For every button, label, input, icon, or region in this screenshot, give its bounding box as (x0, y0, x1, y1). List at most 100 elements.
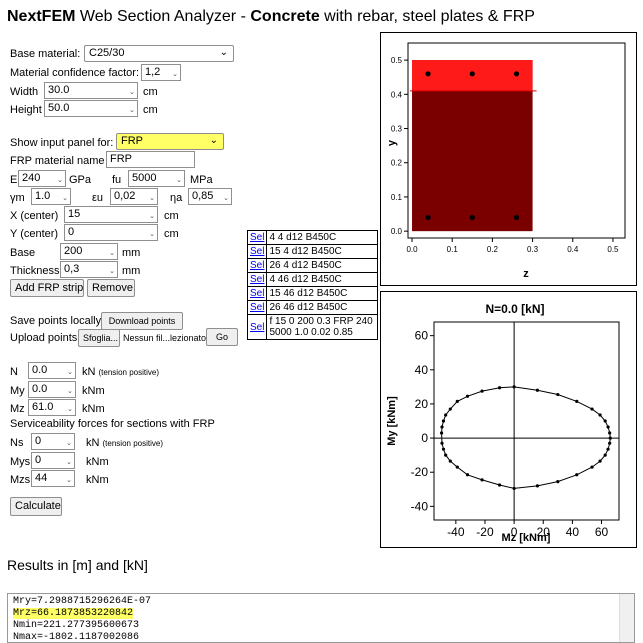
results-title: Results in [m] and [kN] (7, 557, 148, 573)
base-material-label: Base material: (10, 48, 81, 60)
y-tick-label: 0 (421, 431, 428, 445)
data-point (535, 388, 540, 392)
section-ticks: 0.0 0.1 0.2 0.3 0.4 0.5 0.0 0.1 0.2 0.3 0.4 0.5 (391, 56, 619, 254)
rebar-dot (425, 71, 431, 77)
y-tick-label: 0.0 (391, 227, 403, 236)
calculate-button[interactable]: Calculate (10, 497, 62, 516)
height-input[interactable]: 50.0 (44, 100, 138, 117)
y-tick-label: 0.5 (391, 56, 403, 65)
interaction-chart: N=0.0 [kN] -40 -20 0 20 40 60 -40 -20 0 20 40 60 Mz… (386, 302, 620, 544)
data-point (575, 473, 579, 477)
x-tick-label: 0.3 (527, 245, 539, 254)
data-point (465, 394, 470, 398)
chart-title: N=0.0 [kN] (485, 302, 544, 316)
element-desc: 26 4 d12 B450C (266, 258, 378, 273)
ns-input[interactable]: 0 (31, 433, 75, 450)
y-center-input[interactable]: 0 (64, 224, 158, 241)
show-panel-label: Show input panel for: (10, 137, 114, 149)
sel-link[interactable]: Sel (246, 230, 268, 245)
section-ylabel: y (386, 139, 398, 146)
go-button[interactable]: Go (206, 328, 238, 346)
results-box[interactable]: Mry=7.2988715296264E-07 Mrz=66.187385322… (7, 593, 635, 643)
sel-link[interactable]: Sel (246, 300, 268, 315)
thickness-unit: mm (122, 265, 141, 277)
x-tick-label: 60 (595, 525, 609, 539)
confidence-input[interactable]: 1,2 (141, 64, 181, 81)
y-tick-label: 40 (415, 363, 429, 377)
sel-link[interactable]: Sel (246, 314, 268, 340)
y-center-unit: cm (164, 228, 179, 240)
width-input[interactable]: 30.0 (44, 82, 138, 99)
data-point (448, 459, 452, 463)
data-point (512, 385, 516, 389)
my-input[interactable]: 0.0 (28, 381, 76, 398)
fu-input[interactable]: 5000 (128, 170, 185, 187)
table-row: Sel 4 46 d12 B450C (246, 272, 378, 287)
my-unit: kNm (82, 385, 105, 397)
data-point (575, 399, 579, 403)
elements-table: Sel 4 4 d12 B450C Sel 15 4 d12 B450C Sel 26… (246, 230, 378, 340)
browse-button[interactable]: Sfoglia... (78, 329, 120, 347)
add-frp-strip-button[interactable]: Add FRP strip (10, 279, 84, 297)
upload-points-label: Upload points (10, 332, 78, 344)
frp-name-input[interactable]: FRP (106, 151, 195, 168)
show-panel-select[interactable]: FRP ⌄ (116, 133, 224, 150)
result-line: Mrz=66.1873853220842 (13, 608, 134, 619)
thickness-input[interactable]: 0,3 (60, 261, 118, 278)
rebar-dot (425, 214, 431, 221)
save-points-label: Save points locally (10, 315, 102, 327)
x-center-input[interactable]: 15 (64, 206, 158, 223)
data-point (556, 479, 560, 484)
result-line: Mry=7.2988715296264E-07 (13, 596, 152, 607)
sel-link[interactable]: Sel (246, 272, 268, 287)
e-label: E (10, 174, 18, 186)
eps-u-input[interactable]: 0,02 (110, 188, 158, 205)
rebar-dot (513, 214, 520, 221)
chevron-down-icon: ⌄ (219, 47, 228, 58)
rebar-dot (469, 71, 475, 77)
mz-input[interactable]: 61.0 (28, 399, 76, 416)
serviceability-label: Serviceability forces for sections with … (10, 418, 215, 430)
remove-button[interactable]: Remove (87, 279, 135, 297)
n-unit: kN (tension positive) (82, 366, 159, 378)
section-plot: 0.0 0.1 0.2 0.3 0.4 0.5 0.0 0.1 0.2 0.3 0.4 0.5 z y (386, 42, 626, 280)
data-point (608, 431, 612, 435)
gamma-m-input[interactable]: 1.0 (31, 188, 71, 205)
e-input[interactable]: 240 (18, 170, 66, 187)
element-desc: 15 46 d12 B450C (266, 286, 378, 301)
mys-label: Mys (10, 456, 31, 468)
mys-input[interactable]: 0 (31, 452, 75, 469)
n-input[interactable]: 0.0 (28, 362, 76, 379)
rebar-group (425, 71, 520, 221)
section-plot-axes (407, 42, 626, 239)
data-point (480, 478, 484, 482)
section-plot-frame: 0.0 0.1 0.2 0.3 0.4 0.5 0.0 0.1 0.2 0.3 0.4 0.5 z y (380, 32, 637, 286)
base-input[interactable]: 200 (60, 243, 118, 260)
chart-xlabel: Mz [kNm] (502, 532, 551, 544)
data-point (444, 453, 448, 457)
fu-label: fu (112, 174, 122, 186)
base-label: Base (10, 247, 36, 259)
x-tick-label: 20 (537, 525, 551, 539)
eta-a-input[interactable]: 0,85 (188, 188, 232, 205)
y-tick-label: 0.3 (391, 125, 403, 134)
interaction-chart-frame: N=0.0 [kN] -40 -20 0 20 40 60 -40 -20 0 20 40 60 Mz… (380, 291, 637, 548)
sel-link[interactable]: Sel (246, 244, 268, 259)
download-points-button[interactable]: Download points (101, 312, 183, 330)
y-tick-label: 60 (415, 329, 429, 343)
data-point (608, 441, 612, 445)
sel-link[interactable]: Sel (246, 286, 268, 301)
rebar-dot (469, 214, 475, 221)
data-point (608, 436, 612, 440)
no-file-label: Nessun fil...lezionato. (123, 333, 209, 343)
results-scrollbar[interactable] (619, 594, 634, 642)
sel-link[interactable]: Sel (246, 258, 268, 273)
data-point (497, 483, 502, 487)
data-point (590, 407, 594, 411)
thickness-label: Thickness (10, 265, 60, 277)
chart-axes (433, 321, 620, 521)
base-material-select[interactable]: C25/30 ⌄ (84, 45, 234, 62)
base-unit: mm (122, 247, 141, 259)
mzs-input[interactable]: 44 (31, 470, 75, 487)
data-point (441, 419, 446, 423)
